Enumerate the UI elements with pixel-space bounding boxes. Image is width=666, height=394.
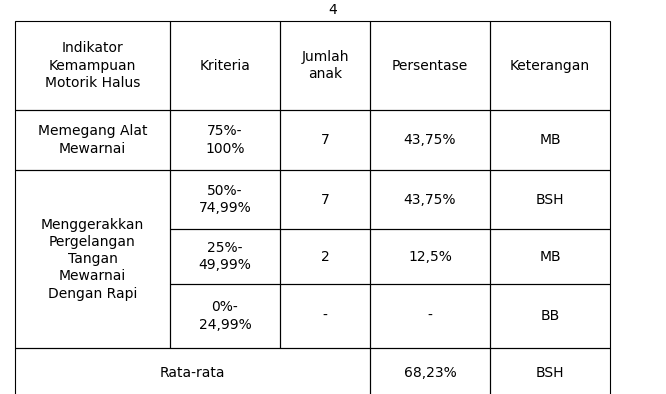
Bar — [170, 110, 280, 170]
Text: Persentase: Persentase — [392, 59, 468, 73]
Bar — [170, 170, 280, 229]
Bar — [280, 170, 370, 229]
Bar — [280, 284, 370, 348]
Bar — [280, 229, 370, 284]
Bar — [370, 284, 490, 348]
Text: Keterangan: Keterangan — [510, 59, 590, 73]
Bar — [15, 21, 170, 110]
Text: 75%-
100%: 75%- 100% — [205, 125, 244, 156]
Bar — [15, 348, 370, 394]
Bar — [170, 229, 280, 284]
Bar — [15, 170, 170, 348]
Bar — [280, 21, 370, 110]
Text: Jumlah
anak: Jumlah anak — [301, 50, 349, 81]
Text: BSH: BSH — [535, 366, 564, 380]
Bar — [370, 229, 490, 284]
Text: 2: 2 — [320, 250, 330, 264]
Text: 43,75%: 43,75% — [404, 193, 456, 206]
Bar — [15, 110, 170, 170]
Bar — [490, 229, 610, 284]
Text: Kriteria: Kriteria — [200, 59, 250, 73]
Text: 7: 7 — [320, 133, 330, 147]
Bar — [490, 348, 610, 394]
Bar — [170, 21, 280, 110]
Text: 68,23%: 68,23% — [404, 366, 456, 380]
Text: -: - — [428, 309, 432, 323]
Text: MB: MB — [539, 133, 561, 147]
Bar — [280, 110, 370, 170]
Bar — [170, 284, 280, 348]
Bar — [490, 284, 610, 348]
Text: 12,5%: 12,5% — [408, 250, 452, 264]
Text: Menggerakkan
Pergelangan
Tangan
Mewarnai
Dengan Rapi: Menggerakkan Pergelangan Tangan Mewarnai… — [41, 217, 144, 301]
Text: BSH: BSH — [535, 193, 564, 206]
Text: 50%-
74,99%: 50%- 74,99% — [198, 184, 251, 215]
Text: MB: MB — [539, 250, 561, 264]
Text: Memegang Alat
Mewarnai: Memegang Alat Mewarnai — [38, 125, 147, 156]
Bar — [370, 110, 490, 170]
Text: -: - — [322, 309, 328, 323]
Text: 25%-
49,99%: 25%- 49,99% — [198, 241, 252, 272]
Bar — [490, 170, 610, 229]
Bar — [370, 21, 490, 110]
Bar — [490, 21, 610, 110]
Text: Rata-rata: Rata-rata — [160, 366, 225, 380]
Text: BB: BB — [540, 309, 559, 323]
Text: 0%-
24,99%: 0%- 24,99% — [198, 301, 251, 332]
Bar — [490, 110, 610, 170]
Text: 4: 4 — [328, 3, 338, 17]
Text: 7: 7 — [320, 193, 330, 206]
Bar — [370, 170, 490, 229]
Bar — [370, 348, 490, 394]
Text: 43,75%: 43,75% — [404, 133, 456, 147]
Text: Indikator
Kemampuan
Motorik Halus: Indikator Kemampuan Motorik Halus — [45, 41, 140, 90]
